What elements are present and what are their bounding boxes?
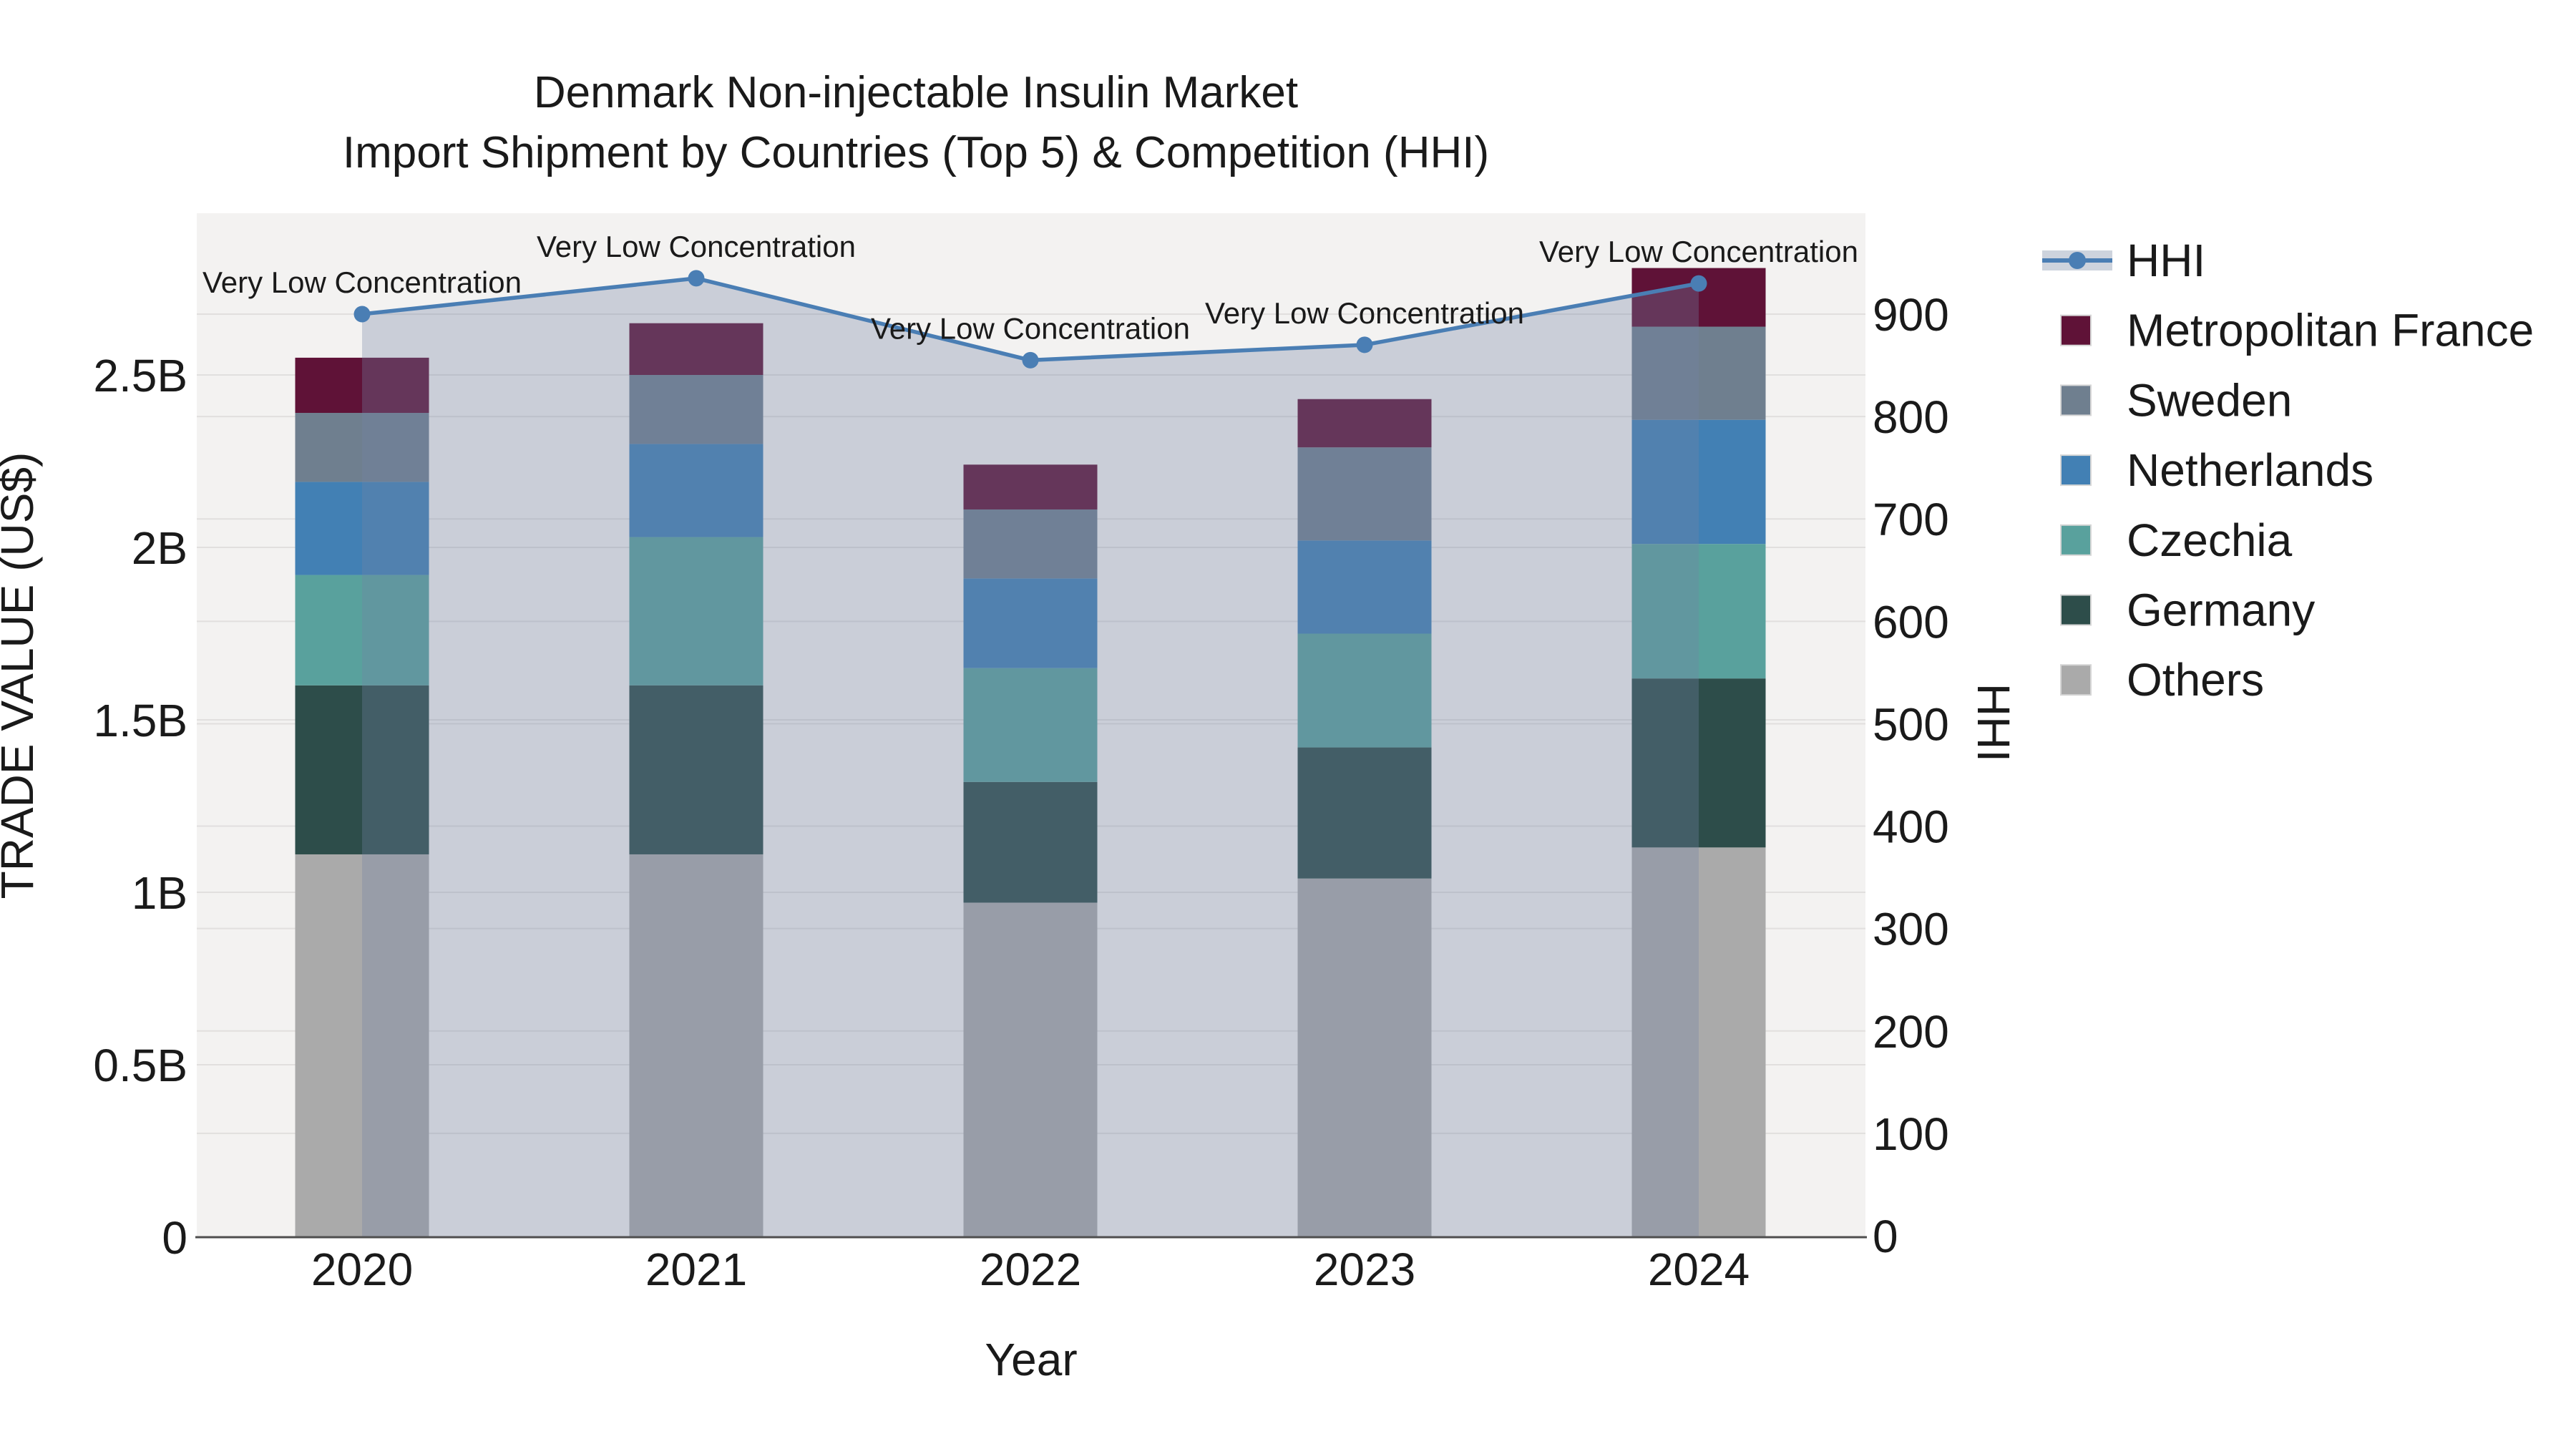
legend-item-hhi: HHI (2042, 235, 2205, 286)
bar-segment-czechia-2022 (963, 668, 1098, 782)
bar-segment-others-2022 (963, 902, 1098, 1237)
bar-segment-others-2021 (629, 854, 763, 1237)
bar-segment-czechia-2021 (629, 537, 763, 686)
x-tick-label-2020: 2020 (311, 1244, 413, 1295)
bar-segment-germany-2020 (295, 685, 429, 854)
bar-segment-czechia-2020 (295, 575, 429, 686)
y-right-tick-label: 600 (1873, 596, 1949, 648)
legend-label: Germany (2127, 585, 2315, 636)
hhi-marker-2020 (353, 306, 371, 323)
y-right-tick-label: 300 (1873, 904, 1949, 955)
bar-segment-sweden-2022 (963, 509, 1098, 579)
legend-item-metropolitan-france: Metropolitan France (2060, 305, 2534, 356)
bar-segment-netherlands-2020 (295, 482, 429, 575)
chart-title-line2: Import Shipment by Countries (Top 5) & C… (343, 128, 1489, 177)
annotation-2020: Very Low Concentration (203, 265, 522, 299)
legend-label: Czechia (2127, 514, 2293, 566)
bar-segment-czechia-2023 (1297, 633, 1432, 748)
bar-segment-others-2020 (295, 854, 429, 1237)
y-left-tick-label: 0 (162, 1212, 187, 1264)
x-tick-label-2021: 2021 (645, 1244, 747, 1295)
legend-swatch (2060, 454, 2092, 487)
y-left-tick-label: 2.5B (93, 350, 187, 401)
y-right-tick-label: 900 (1873, 289, 1949, 341)
y-right-tick-label: 400 (1873, 801, 1949, 853)
legend-swatch (2060, 664, 2092, 696)
annotation-2023: Very Low Concentration (1205, 296, 1524, 330)
bar-segment-netherlands-2022 (963, 578, 1098, 668)
hhi-marker-2022 (1022, 351, 1039, 369)
bar-segment-sweden-2021 (629, 375, 763, 444)
bar-segment-sweden-2020 (295, 413, 429, 482)
legend-label: Others (2127, 654, 2264, 706)
legend-label: HHI (2127, 235, 2205, 286)
y-right-tick-label: 700 (1873, 494, 1949, 545)
x-tick-label-2023: 2023 (1314, 1244, 1415, 1295)
bar-segment-germany-2021 (629, 685, 763, 854)
bar-segment-metropolitan-france-2021 (629, 323, 763, 375)
bar-segment-germany-2024 (1631, 678, 1766, 848)
plot-area: Very Low Concentration Very Low Concentra… (93, 213, 1949, 1295)
legend-item-sweden: Sweden (2060, 374, 2292, 426)
y-left-tick-label: 1B (132, 867, 187, 919)
legend-hhi-marker (2069, 252, 2086, 269)
hhi-area-fill (362, 278, 1699, 1237)
bar-segment-metropolitan-france-2023 (1297, 399, 1432, 448)
y-left-tick-label: 2B (132, 522, 187, 574)
legend-item-czechia: Czechia (2060, 514, 2293, 566)
hhi-marker-2024 (1690, 275, 1707, 292)
y-right-tick-label: 100 (1873, 1108, 1949, 1160)
y-right-tick-label: 200 (1873, 1006, 1949, 1058)
bar-segment-netherlands-2021 (629, 444, 763, 537)
legend-swatch (2060, 524, 2092, 556)
bar-segment-germany-2022 (963, 781, 1098, 903)
legend-swatch (2060, 314, 2092, 346)
legend-swatch (2060, 384, 2092, 416)
bar-segment-netherlands-2024 (1631, 419, 1766, 545)
bar-segment-sweden-2023 (1297, 447, 1432, 541)
hhi-marker-2021 (688, 270, 705, 287)
y-right-tick-label: 800 (1873, 391, 1949, 443)
legend-item-others: Others (2060, 654, 2264, 706)
y-left-axis-label: TRADE VALUE (US$) (0, 452, 43, 899)
legend-label: Netherlands (2127, 444, 2373, 496)
bar-segment-netherlands-2023 (1297, 540, 1432, 634)
legend-label: Metropolitan France (2127, 305, 2534, 356)
y-right-tick-label: 0 (1873, 1211, 1898, 1262)
x-tick-label-2022: 2022 (980, 1244, 1081, 1295)
legend-swatch (2060, 594, 2092, 626)
legend-label: Sweden (2127, 374, 2292, 426)
bar-segment-metropolitan-france-2022 (963, 464, 1098, 509)
chart-title-line1: Denmark Non-injectable Insulin Market (534, 68, 1298, 117)
bar-segment-metropolitan-france-2020 (295, 357, 429, 414)
legend-item-germany: Germany (2060, 585, 2315, 636)
bar-segment-germany-2023 (1297, 747, 1432, 879)
y-right-tick-label: 500 (1873, 698, 1949, 750)
legend-item-netherlands: Netherlands (2060, 444, 2373, 496)
y-left-tick-label: 0.5B (93, 1040, 187, 1091)
x-axis-label: Year (985, 1334, 1077, 1385)
y-left-tick-label: 1.5B (93, 695, 187, 746)
annotation-2024: Very Low Concentration (1539, 235, 1858, 268)
x-tick-label-2024: 2024 (1648, 1244, 1750, 1295)
bar-segment-others-2024 (1631, 847, 1766, 1237)
bar-segment-sweden-2024 (1631, 326, 1766, 420)
annotation-2021: Very Low Concentration (537, 230, 856, 263)
bar-segment-czechia-2024 (1631, 544, 1766, 679)
bar-segment-others-2023 (1297, 878, 1432, 1237)
legend: HHI Metropolitan France Sweden Netherlands C… (2042, 235, 2534, 706)
y-right-axis-label: HHI (1968, 683, 2019, 762)
annotation-2022: Very Low Concentration (871, 311, 1190, 345)
hhi-marker-2023 (1356, 336, 1373, 353)
